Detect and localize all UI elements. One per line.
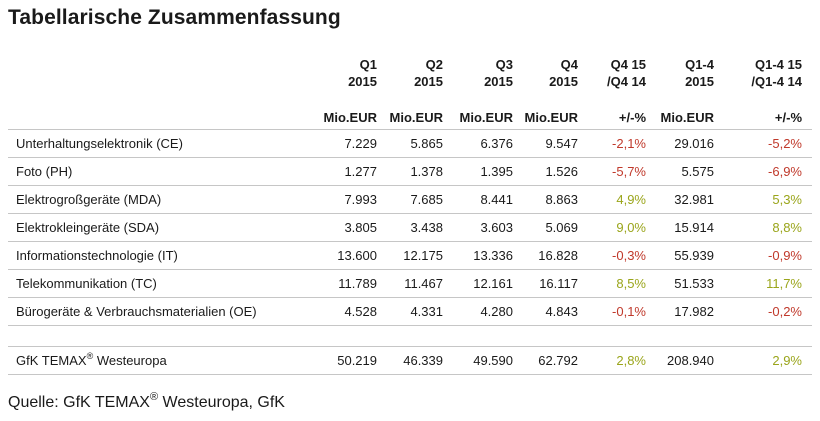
- table-cell: 17.982: [674, 304, 714, 319]
- table-cell: 7.685: [410, 192, 443, 207]
- row-label: Telekommunikation (TC): [16, 276, 157, 291]
- column-unit: Mio.EUR: [389, 110, 443, 125]
- page-title: Tabellarische Zusammenfassung: [8, 6, 341, 29]
- table-cell: 8,8%: [772, 220, 802, 235]
- table-cell: 3.805: [344, 220, 377, 235]
- column-unit: Mio.EUR: [524, 110, 578, 125]
- table-cell: 12.175: [403, 248, 443, 263]
- table-cell: 16.828: [538, 248, 578, 263]
- total-row: GfK TEMAX® Westeuropa 50.219 46.339 49.590…: [8, 346, 812, 375]
- total-cell: 50.219: [337, 353, 377, 368]
- table-cell: 4.528: [344, 304, 377, 319]
- column-header: Q4 2015: [549, 57, 578, 89]
- table-cell: 55.939: [674, 248, 714, 263]
- total-cell: 2,8%: [616, 353, 646, 368]
- column-header: Q1-4 2015: [685, 57, 714, 89]
- column-unit: Mio.EUR: [660, 110, 714, 125]
- table-cell: 11.789: [338, 276, 377, 291]
- column-unit: Mio.EUR: [323, 110, 377, 125]
- table-row: Foto (PH) 1.277 1.378 1.395 1.526 -5,7% 5.575 -…: [8, 157, 812, 185]
- column-header: Q2 2015: [414, 57, 443, 89]
- table-cell: 11.467: [404, 276, 443, 291]
- source-prefix: Quelle: GfK TEMAX: [8, 394, 150, 411]
- table-cell: -5,7%: [612, 164, 646, 179]
- row-label: Elektrogroßgeräte (MDA): [16, 192, 162, 207]
- table-row: Elektrogroßgeräte (MDA) 7.993 7.685 8.441 8.…: [8, 185, 812, 213]
- table-cell: 5,3%: [772, 192, 802, 207]
- table-cell: -2,1%: [612, 136, 646, 151]
- column-header: Q1-4 15 /Q1-4 14: [751, 57, 802, 89]
- total-cell: 2,9%: [772, 353, 802, 368]
- summary-table: Unterhaltungselektronik (CE) 7.229 5.865 6.…: [8, 129, 812, 326]
- registered-mark: ®: [86, 351, 94, 361]
- table-cell: -0,1%: [612, 304, 646, 319]
- row-label: Elektrokleingeräte (SDA): [16, 220, 160, 235]
- table-cell: 6.376: [480, 136, 513, 151]
- table-cell: -0,3%: [612, 248, 646, 263]
- total-label-main: GfK TEMAX: [16, 353, 87, 368]
- table-cell: -6,9%: [768, 164, 802, 179]
- table-cell: 1.378: [410, 164, 443, 179]
- total-cell: 49.590: [473, 353, 513, 368]
- table-cell: 1.277: [344, 164, 377, 179]
- table-cell: 8.441: [480, 192, 513, 207]
- column-unit: Mio.EUR: [459, 110, 513, 125]
- total-cell: 62.792: [538, 353, 578, 368]
- row-label: Unterhaltungselektronik (CE): [16, 136, 183, 151]
- registered-mark: ®: [149, 391, 159, 403]
- table-cell: 13.600: [337, 248, 377, 263]
- total-label-rest: Westeuropa: [93, 353, 167, 368]
- table-cell: 16.117: [539, 276, 578, 291]
- table-cell: 4.280: [480, 304, 513, 319]
- source-note: Quelle: GfK TEMAX® Westeuropa, GfK: [8, 391, 285, 412]
- table-cell: 4.331: [410, 304, 443, 319]
- column-header: Q3 2015: [484, 57, 513, 89]
- table-row: Elektrokleingeräte (SDA) 3.805 3.438 3.603 5…: [8, 213, 812, 241]
- table-cell: 9,0%: [616, 220, 646, 235]
- total-label: GfK TEMAX® Westeuropa: [16, 351, 167, 368]
- table-cell: 5.865: [410, 136, 443, 151]
- table-cell: 1.526: [545, 164, 578, 179]
- table-cell: 7.993: [344, 192, 377, 207]
- table-cell: 1.395: [480, 164, 513, 179]
- table-row: Informationstechnologie (IT) 13.600 12.175…: [8, 241, 812, 269]
- table-cell: 51.533: [674, 276, 714, 291]
- table-cell: 7.229: [344, 136, 377, 151]
- column-headers: Q1 2015 Mio.EUR Q2 2015 Mio.EUR Q3 2015 Mio.E…: [0, 52, 820, 126]
- table-cell: -0,2%: [768, 304, 802, 319]
- table-cell: 8,5%: [616, 276, 646, 291]
- total-cell: 46.339: [403, 353, 443, 368]
- table-cell: 13.336: [473, 248, 513, 263]
- table-cell: 3.438: [410, 220, 443, 235]
- table-cell: -5,2%: [768, 136, 802, 151]
- table-row: Telekommunikation (TC) 11.789 11.467 12.161…: [8, 269, 812, 297]
- table-cell: 4.843: [545, 304, 578, 319]
- table-cell: 32.981: [674, 192, 714, 207]
- table-cell: 5.575: [681, 164, 714, 179]
- source-suffix: Westeuropa, GfK: [158, 394, 285, 411]
- column-unit: +/-%: [774, 110, 802, 125]
- table-row: Unterhaltungselektronik (CE) 7.229 5.865 6.…: [8, 129, 812, 157]
- table-cell: 15.914: [674, 220, 714, 235]
- column-unit: +/-%: [618, 110, 646, 125]
- row-label: Informationstechnologie (IT): [16, 248, 178, 263]
- total-cell: 208.940: [667, 353, 714, 368]
- column-header: Q4 15 /Q4 14: [606, 57, 646, 89]
- table-cell: 12.161: [473, 276, 513, 291]
- row-label: Foto (PH): [16, 164, 73, 179]
- table-cell: 9.547: [545, 136, 578, 151]
- table-cell: -0,9%: [768, 248, 802, 263]
- table-cell: 4,9%: [616, 192, 646, 207]
- column-header: Q1 2015: [348, 57, 377, 89]
- table-row: Bürogeräte & Verbrauchsmaterialien (OE) 4…: [8, 297, 812, 326]
- table-cell: 8.863: [545, 192, 578, 207]
- table-cell: 5.069: [545, 220, 578, 235]
- table-cell: 29.016: [674, 136, 714, 151]
- table-cell: 3.603: [480, 220, 513, 235]
- row-label: Bürogeräte & Verbrauchsmaterialien (OE): [16, 304, 257, 319]
- table-cell: 11,7%: [766, 276, 802, 291]
